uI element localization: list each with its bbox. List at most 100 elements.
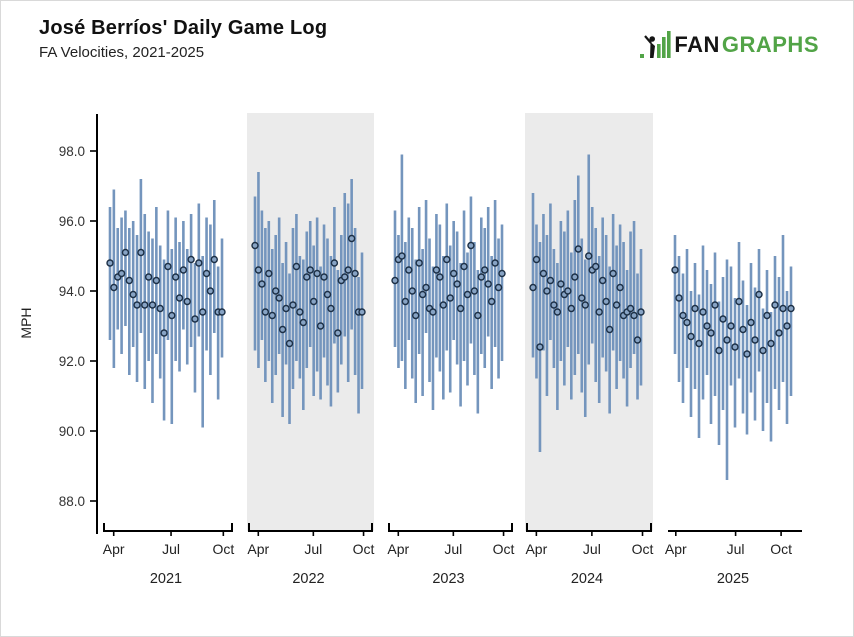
velocity-range-bar[interactable] <box>302 259 305 411</box>
velocity-range-bar[interactable] <box>201 256 204 428</box>
avg-velocity-marker[interactable] <box>168 311 176 320</box>
avg-velocity-marker[interactable] <box>347 234 356 243</box>
avg-velocity-marker[interactable] <box>210 255 218 264</box>
avg-velocity-marker[interactable] <box>481 266 489 274</box>
avg-velocity-marker[interactable] <box>453 280 461 288</box>
avg-velocity-marker[interactable] <box>675 294 683 302</box>
avg-velocity-marker[interactable] <box>429 308 437 316</box>
velocity-range-bar[interactable] <box>709 284 713 424</box>
avg-velocity-marker[interactable] <box>564 287 572 295</box>
avg-velocity-marker[interactable] <box>767 339 775 348</box>
avg-velocity-marker[interactable] <box>398 252 406 260</box>
avg-velocity-marker[interactable] <box>487 297 496 306</box>
velocity-range-bar[interactable] <box>312 245 315 397</box>
velocity-range-bar[interactable] <box>563 231 566 386</box>
avg-velocity-marker[interactable] <box>141 301 149 309</box>
avg-velocity-marker[interactable] <box>755 290 763 299</box>
velocity-range-bar[interactable] <box>284 242 288 365</box>
avg-velocity-marker[interactable] <box>609 269 617 278</box>
avg-velocity-marker[interactable] <box>432 266 441 274</box>
avg-velocity-marker[interactable] <box>164 262 172 271</box>
avg-velocity-marker[interactable] <box>316 322 325 330</box>
velocity-range-bar[interactable] <box>431 266 435 411</box>
avg-velocity-marker[interactable] <box>449 269 458 278</box>
velocity-range-bar[interactable] <box>545 235 549 396</box>
velocity-range-bar[interactable] <box>277 217 281 355</box>
velocity-range-bar[interactable] <box>147 231 150 362</box>
velocity-range-bar[interactable] <box>308 221 312 347</box>
velocity-range-bar[interactable] <box>435 214 438 358</box>
avg-velocity-marker[interactable] <box>735 297 743 306</box>
avg-velocity-marker[interactable] <box>106 259 114 267</box>
velocity-range-bar[interactable] <box>618 224 622 362</box>
velocity-range-bar[interactable] <box>260 210 264 341</box>
velocity-range-bar[interactable] <box>417 207 421 354</box>
velocity-range-bar[interactable] <box>353 228 357 375</box>
velocity-range-bar[interactable] <box>462 210 466 362</box>
avg-velocity-marker[interactable] <box>313 269 321 278</box>
avg-velocity-marker[interactable] <box>268 311 276 320</box>
velocity-range-bar[interactable] <box>615 245 618 390</box>
velocity-range-bar[interactable] <box>749 263 753 393</box>
avg-velocity-marker[interactable] <box>439 301 448 309</box>
velocity-range-bar[interactable] <box>459 263 462 407</box>
velocity-range-bar[interactable] <box>542 214 545 351</box>
velocity-range-bar[interactable] <box>326 238 329 386</box>
avg-velocity-marker[interactable] <box>320 273 328 281</box>
fangraphs-logo[interactable]: FAN GRAPHS <box>640 29 819 61</box>
avg-velocity-marker[interactable] <box>498 269 506 278</box>
avg-velocity-marker[interactable] <box>683 318 691 327</box>
avg-velocity-marker[interactable] <box>282 304 290 313</box>
avg-velocity-marker[interactable] <box>474 311 482 320</box>
avg-velocity-marker[interactable] <box>175 294 184 302</box>
velocity-range-bar[interactable] <box>397 235 400 368</box>
velocity-range-bar[interactable] <box>455 231 459 365</box>
avg-velocity-marker[interactable] <box>637 308 645 316</box>
velocity-range-bar[interactable] <box>197 203 201 337</box>
velocity-range-bar[interactable] <box>445 203 449 351</box>
velocity-range-bar[interactable] <box>713 252 717 397</box>
avg-velocity-marker[interactable] <box>251 241 259 250</box>
velocity-range-bar[interactable] <box>493 200 497 347</box>
velocity-range-bar[interactable] <box>185 249 189 365</box>
velocity-range-bar[interactable] <box>333 207 336 344</box>
velocity-range-bar[interactable] <box>573 200 577 375</box>
avg-velocity-marker[interactable] <box>612 301 621 309</box>
velocity-range-bar[interactable] <box>535 224 538 379</box>
velocity-range-bar[interactable] <box>549 203 552 341</box>
velocity-range-bar[interactable] <box>267 221 271 361</box>
velocity-range-bar[interactable] <box>677 256 681 382</box>
velocity-range-bar[interactable] <box>151 238 154 404</box>
avg-velocity-marker[interactable] <box>460 262 468 271</box>
velocity-range-bar[interactable] <box>632 221 636 354</box>
avg-velocity-marker[interactable] <box>133 301 141 309</box>
avg-velocity-marker[interactable] <box>156 304 164 313</box>
avg-velocity-marker[interactable] <box>206 287 215 295</box>
avg-velocity-marker[interactable] <box>484 280 492 288</box>
velocity-range-bar[interactable] <box>264 228 267 382</box>
velocity-range-bar[interactable] <box>253 196 257 351</box>
velocity-range-bar[interactable] <box>319 266 322 400</box>
avg-velocity-marker[interactable] <box>299 318 308 327</box>
avg-velocity-marker[interactable] <box>536 343 544 351</box>
velocity-range-bar[interactable] <box>162 259 166 421</box>
avg-velocity-marker[interactable] <box>303 273 311 281</box>
velocity-range-bar[interactable] <box>166 210 170 341</box>
velocity-range-bar[interactable] <box>576 175 580 355</box>
avg-velocity-marker[interactable] <box>567 304 576 313</box>
velocity-range-bar[interactable] <box>346 203 350 383</box>
velocity-range-bar[interactable] <box>329 256 333 407</box>
velocity-range-bar[interactable] <box>410 228 414 379</box>
avg-velocity-marker[interactable] <box>529 283 537 292</box>
avg-velocity-marker[interactable] <box>171 273 180 281</box>
velocity-range-bar[interactable] <box>322 224 326 358</box>
avg-velocity-marker[interactable] <box>578 294 586 302</box>
avg-velocity-marker[interactable] <box>739 325 747 334</box>
velocity-range-bar[interactable] <box>697 294 701 439</box>
avg-velocity-marker[interactable] <box>121 248 130 257</box>
velocity-range-bar[interactable] <box>531 193 535 358</box>
avg-velocity-marker[interactable] <box>633 336 642 344</box>
velocity-range-bar[interactable] <box>622 242 625 379</box>
velocity-range-bar[interactable] <box>597 256 601 403</box>
velocity-range-bar[interactable] <box>737 242 741 379</box>
